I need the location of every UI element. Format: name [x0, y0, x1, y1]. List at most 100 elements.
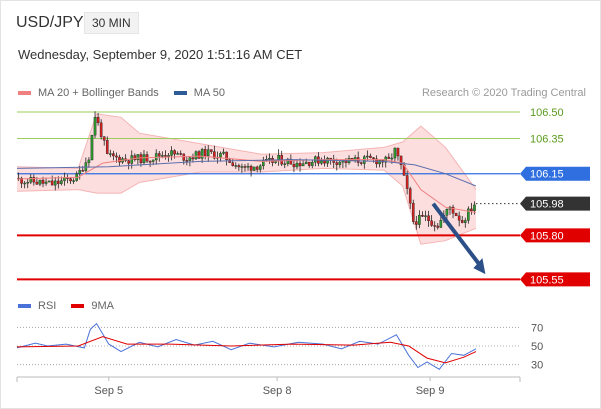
candle-body-66 — [219, 153, 222, 158]
candle-body-3 — [26, 181, 30, 184]
candle-body-99 — [320, 160, 323, 164]
level-106-15-tag — [520, 166, 590, 181]
candle-body-1 — [20, 177, 23, 184]
ma50-line — [16, 159, 477, 187]
candle-body-24 — [90, 134, 94, 161]
rsi-legend: RSI 9MA — [18, 300, 129, 312]
candle-body-4 — [29, 177, 33, 183]
candle-body-91 — [295, 162, 299, 168]
bollinger-lower-line — [16, 167, 477, 245]
candle-body-54 — [182, 153, 186, 161]
level-105-55-label: 105.55 — [530, 274, 564, 286]
level-105-80-label: 105.80 — [530, 230, 564, 242]
candle-body-116 — [372, 157, 375, 160]
candle-body-114 — [366, 155, 369, 158]
symbol-title: USD/JPY — [16, 14, 84, 31]
candle-body-121 — [387, 156, 391, 159]
candle-body-70 — [231, 162, 235, 166]
candle-body-137 — [436, 225, 440, 228]
x-tick-label-1: Sep 8 — [263, 385, 292, 397]
candle-body-76 — [249, 165, 253, 171]
candle-body-11 — [50, 180, 54, 186]
candle-body-92 — [298, 162, 302, 167]
legend-swatch-ma50 — [173, 91, 187, 95]
rsi-tick-70: 70 — [531, 322, 543, 334]
candle-body-132 — [421, 214, 424, 217]
rsi-9ma-line — [16, 336, 477, 364]
timeframe-badge[interactable]: 30 MIN — [84, 12, 139, 34]
candle-body-23 — [87, 159, 91, 163]
candle-body-31 — [112, 153, 115, 157]
candle-body-67 — [222, 151, 225, 154]
candle-body-47 — [161, 155, 164, 157]
candle-body-33 — [118, 156, 121, 163]
candle-body-149 — [473, 204, 476, 212]
candle-body-104 — [335, 162, 339, 165]
candle-body-61 — [203, 149, 207, 157]
candle-body-18 — [72, 180, 75, 182]
candle-body-20 — [78, 170, 82, 175]
candle-body-58 — [194, 151, 198, 160]
candle-body-105 — [338, 161, 342, 165]
candle-body-50 — [170, 150, 173, 156]
candle-body-79 — [258, 165, 262, 170]
candle-body-74 — [243, 166, 247, 168]
candle-body-14 — [60, 180, 63, 184]
candle-body-102 — [329, 157, 332, 160]
candle-body-48 — [164, 155, 167, 157]
candle-body-28 — [102, 136, 106, 141]
candle-body-128 — [408, 188, 412, 204]
candle-body-41 — [142, 154, 146, 164]
candle-body-131 — [418, 214, 421, 225]
candle-body-148 — [470, 208, 473, 212]
candle-body-62 — [206, 149, 210, 157]
candle-body-93 — [301, 163, 305, 167]
candle-body-27 — [99, 122, 103, 137]
level-106-50-label: 106.50 — [530, 107, 564, 119]
candle-body-146 — [463, 220, 467, 223]
candle-body-127 — [405, 175, 409, 189]
level-105-55-tag — [520, 272, 590, 287]
candle-body-9 — [44, 181, 48, 184]
legend-label-ma50: MA 50 — [193, 87, 225, 99]
candle-body-95 — [307, 161, 311, 166]
candle-body-57 — [191, 157, 195, 160]
level-106-15-label: 106.15 — [530, 169, 564, 181]
forecast-arrow-shaft — [431, 202, 483, 269]
candle-body-133 — [424, 215, 427, 217]
forecast-arrow-head — [473, 258, 486, 275]
candle-body-36 — [127, 160, 130, 164]
candle-body-118 — [378, 160, 381, 165]
candle-body-147 — [467, 208, 470, 221]
candle-body-10 — [47, 180, 51, 183]
candle-body-134 — [427, 215, 430, 222]
candle-body-30 — [109, 153, 112, 155]
candle-body-7 — [38, 179, 42, 185]
candle-body-125 — [399, 155, 403, 166]
legend-label-9ma: 9MA — [91, 300, 114, 312]
candle-body-138 — [439, 219, 443, 228]
candle-body-8 — [41, 179, 45, 184]
candle-body-72 — [237, 165, 241, 168]
candle-body-40 — [139, 154, 143, 164]
candle-body-25 — [93, 117, 97, 136]
candle-body-29 — [105, 140, 109, 154]
legend-label-ma20: MA 20 + Bollinger Bands — [38, 87, 159, 99]
candle-body-89 — [289, 158, 293, 165]
candle-body-55 — [185, 160, 189, 162]
candle-body-2 — [23, 182, 26, 185]
candle-body-123 — [393, 147, 397, 159]
candle-body-122 — [390, 157, 394, 160]
candle-body-90 — [292, 164, 296, 168]
legend-item-9ma: 9MA — [71, 300, 114, 312]
legend-label-rsi: RSI — [38, 300, 57, 312]
candle-body-94 — [304, 161, 308, 165]
candle-body-73 — [240, 166, 244, 168]
candle-body-82 — [268, 158, 271, 160]
candle-body-87 — [283, 163, 287, 165]
candle-body-78 — [255, 166, 259, 170]
candle-body-17 — [69, 178, 72, 182]
candle-body-112 — [359, 162, 363, 164]
legend-swatch-ma20 — [18, 91, 31, 95]
